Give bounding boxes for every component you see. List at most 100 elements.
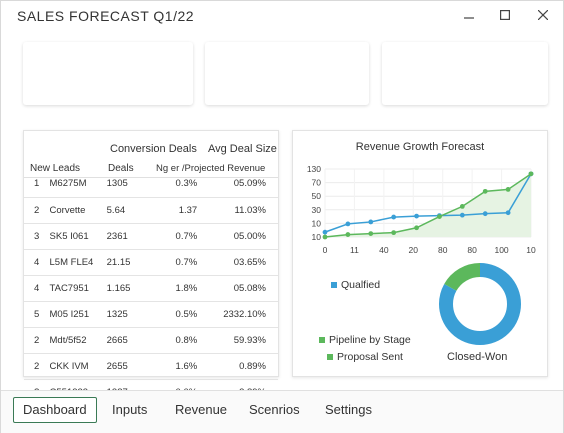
legend-label: Proposal Sent <box>337 351 403 363</box>
minimize-icon[interactable] <box>459 5 479 25</box>
kpi-value: 3.2x <box>394 72 435 95</box>
kpi-card-total-revenue[interactable]: Total Revenue $1.2M (3%) <box>23 42 193 105</box>
header-deals: Deals <box>108 163 134 174</box>
legend-label: Pipeline by Stage <box>329 334 411 346</box>
conversion-rate: 0.3% <box>152 171 224 198</box>
row-index: 5 <box>24 301 46 328</box>
header-new-leads: New Leads <box>30 163 81 174</box>
y-tick-label: 10 <box>312 218 322 228</box>
close-icon[interactable] <box>533 5 553 25</box>
kpi-card-ach-vs-target[interactable]: Ach. Vs Target 105% <box>205 42 369 105</box>
series-line <box>324 173 532 238</box>
lead-name: Corvette <box>45 197 107 224</box>
legend-pipeline-by-stage: Pipeline by Stage <box>319 334 411 346</box>
table-row[interactable]: 4 L5M FLE4 21.15 0.7% 03.65% <box>24 249 278 276</box>
leads-table-panel: Conversion Deals Avg Deal Size New Leads… <box>23 130 279 432</box>
data-point <box>459 212 465 218</box>
y-tick-label: 70 <box>312 178 322 188</box>
data-point <box>345 221 351 227</box>
closed-won-donut <box>439 263 521 345</box>
table-row[interactable]: 2 Mdt/5f52 2665 0.8% 59.93% <box>24 327 278 354</box>
legend-swatch <box>327 354 333 361</box>
data-point <box>391 230 397 236</box>
conversion-rate: 1.37 <box>152 197 224 224</box>
tab-inputs[interactable]: Inputs <box>112 402 148 417</box>
chart-title: Revenue Growth Forecast <box>355 141 485 153</box>
x-tick-label: 10 <box>526 245 536 255</box>
series-line <box>324 173 532 233</box>
data-point <box>368 219 374 225</box>
header-projected-revenue: Ng er /Projected Revenue <box>156 163 266 174</box>
title-bar: SALES FORECAST Q1/22 <box>1 1 563 31</box>
maximize-icon[interactable] <box>495 5 515 25</box>
data-point <box>459 204 465 209</box>
conversion-rate: 0.7% <box>152 249 224 276</box>
kpi-value: $1.2M <box>35 72 94 95</box>
x-tick-label: 80 <box>438 245 448 255</box>
data-point <box>368 231 374 236</box>
projected-revenue: 05.09% <box>223 171 278 198</box>
deal-count: 21.15 <box>106 249 153 276</box>
lead-name: M6275M <box>45 171 107 198</box>
tab-revenue[interactable]: Revenue <box>175 402 228 417</box>
table-row[interactable]: 3 SK5 I061 2361 0.7% 05.00% <box>24 223 278 250</box>
kpi-label: Total Revenue <box>35 51 144 68</box>
table-row[interactable]: 2 CKK IVM 2655 1.6% 0.89% <box>24 353 278 380</box>
projected-revenue: 59.93% <box>223 327 278 354</box>
app-title: SALES FORECAST Q1/22 <box>17 8 195 24</box>
row-index: 3 <box>24 223 46 250</box>
projected-revenue: 05.08% <box>223 275 278 302</box>
deal-count: 1305 <box>106 171 153 198</box>
table-row[interactable]: 4 TAC7951 1.165 1.8% 05.08% <box>24 275 278 302</box>
kpi-label: Ach. Vs Target <box>217 51 321 68</box>
lead-name: SK5 I061 <box>45 223 107 250</box>
data-point <box>482 188 488 194</box>
conversion-rate: 0.8% <box>152 327 224 354</box>
tab-dashboard[interactable]: Dashboard <box>13 397 97 423</box>
projected-revenue: 2332.10% <box>223 301 278 328</box>
row-index: 2 <box>24 327 46 354</box>
row-index: 2 <box>24 197 46 224</box>
y-tick-label: 130 <box>307 164 321 174</box>
data-point <box>322 229 328 235</box>
chart-panel: Revenue Growth Forecast 130 70 50 30 10 10 0 11… <box>292 130 548 377</box>
data-point <box>505 187 511 192</box>
kpi-value: 105% <box>217 72 271 95</box>
table-row[interactable]: 5 M05 I251 1325 0.5% 2332.10% <box>24 301 278 328</box>
deal-count: 5.64 <box>106 197 153 224</box>
deal-count: 1325 <box>106 301 153 328</box>
donut-label: Closed-Won <box>447 351 508 363</box>
x-tick-label: 11 <box>350 245 359 255</box>
kpi-label: Pipeline Coverage <box>394 51 525 68</box>
data-point <box>505 210 511 216</box>
row-index: 1 <box>24 171 46 198</box>
projected-revenue: 11.03% <box>223 197 278 224</box>
conversion-rate: 1.8% <box>152 275 224 302</box>
legend-qualified: Qualfied <box>331 279 380 291</box>
data-point <box>414 213 419 219</box>
tab-bar: Dashboard Inputs Revenue Scenrios Settin… <box>1 390 563 433</box>
x-tick-label: 80 <box>467 245 477 255</box>
projected-revenue: 0.89% <box>223 353 278 380</box>
table-row[interactable]: 1 M6275M 1305 0.3% 05.09% <box>24 171 278 198</box>
y-tick-label: 10 <box>312 232 322 242</box>
data-point <box>322 234 328 240</box>
tab-settings[interactable]: Settings <box>325 402 372 417</box>
data-point <box>414 225 419 231</box>
lead-name: L5M FLE4 <box>45 249 107 276</box>
lead-name: Mdt/5f52 <box>45 327 107 354</box>
deal-count: 2361 <box>106 223 153 250</box>
x-tick-label: 40 <box>379 245 389 255</box>
kpi-change: (3%) <box>97 78 125 93</box>
kpi-card-pipeline-coverage[interactable]: Pipeline Coverage 3.2x <box>382 42 548 105</box>
row-index: 4 <box>24 249 46 276</box>
legend-swatch <box>331 282 337 289</box>
donut-slice <box>439 263 521 345</box>
table-row[interactable]: 2 Corvette 5.64 1.37 11.03% <box>24 197 278 224</box>
x-tick-label: 0 <box>323 245 328 255</box>
conversion-rate: 1.6% <box>152 353 224 380</box>
deal-count: 2665 <box>106 327 153 354</box>
tab-scenarios[interactable]: Scenrios <box>249 402 300 417</box>
